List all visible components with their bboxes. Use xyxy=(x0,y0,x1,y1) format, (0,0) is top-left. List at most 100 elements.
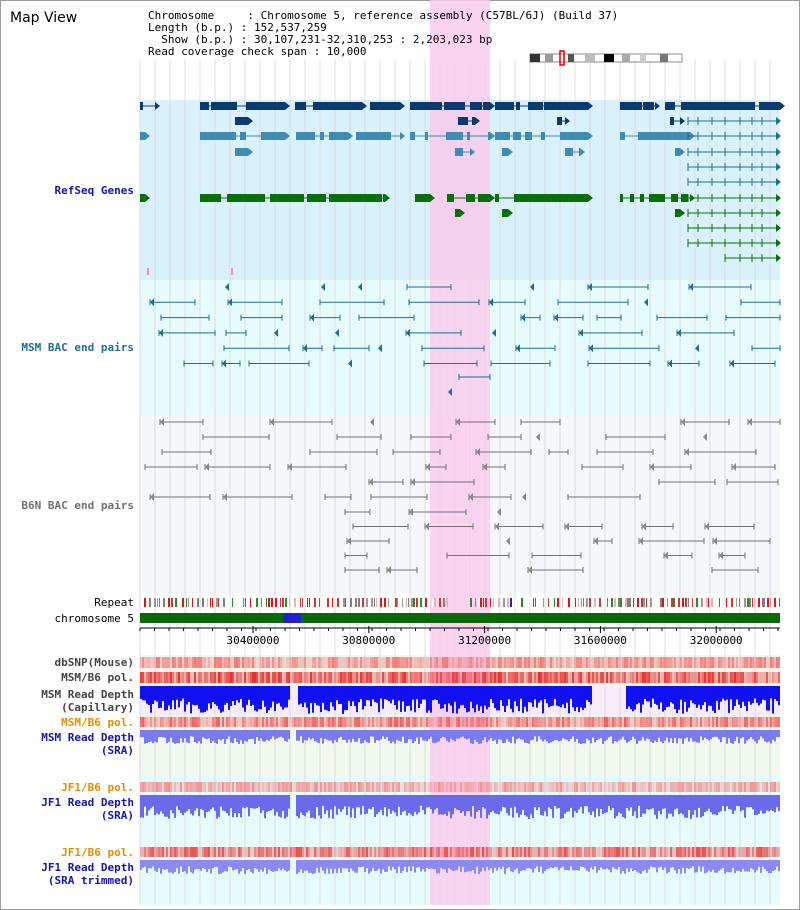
polymorphism-heat-cell xyxy=(162,717,164,727)
read-depth-bar xyxy=(154,686,156,701)
polymorphism-heat-cell xyxy=(180,717,182,727)
polymorphism-heat-cell xyxy=(264,847,266,857)
read-depth-bar xyxy=(364,795,366,815)
polymorphism-heat-cell xyxy=(308,672,310,683)
read-depth-bar xyxy=(262,730,264,742)
polymorphism-heat-cell xyxy=(714,847,716,857)
polymorphism-heat-cell xyxy=(346,657,348,668)
bac-end-arrow xyxy=(348,359,352,368)
repeat-mark xyxy=(503,598,505,607)
repeat-mark xyxy=(611,598,613,607)
polymorphism-heat-cell xyxy=(382,657,384,668)
polymorphism-heat-cell xyxy=(536,672,538,683)
read-depth-bar xyxy=(738,686,740,705)
read-depth-bar xyxy=(200,860,202,871)
read-depth-bar xyxy=(374,795,376,817)
polymorphism-heat-cell xyxy=(188,657,190,668)
read-depth-bar xyxy=(334,795,336,807)
gene-exon xyxy=(630,194,634,202)
read-depth-bar xyxy=(666,730,668,738)
polymorphism-heat-cell xyxy=(402,657,404,668)
read-depth-bar xyxy=(168,860,170,873)
read-depth-bar xyxy=(600,795,602,809)
repeat-mark xyxy=(192,598,193,607)
bac-end-arrow xyxy=(705,522,709,531)
polymorphism-heat-cell xyxy=(282,672,284,683)
polymorphism-heat-cell xyxy=(316,657,318,668)
read-depth-bar xyxy=(644,860,646,870)
track-label-msm-bac[interactable]: MSM BAC end pairs xyxy=(21,341,134,354)
read-depth-bar xyxy=(526,730,528,743)
polymorphism-heat-cell xyxy=(710,782,712,792)
read-depth-bar xyxy=(722,860,724,868)
read-depth-bar xyxy=(678,730,680,739)
track-label-b6n-bac[interactable]: B6N BAC end pairs xyxy=(21,499,134,512)
track-label-refseq[interactable]: RefSeq Genes xyxy=(54,184,134,197)
read-depth-bar xyxy=(446,795,448,816)
read-depth-bar xyxy=(642,795,644,814)
polymorphism-heat-cell xyxy=(230,782,232,792)
gene-exon xyxy=(383,194,385,202)
read-depth-bar xyxy=(278,860,280,869)
polymorphism-heat-cell xyxy=(736,672,738,683)
polymorphism-heat-cell xyxy=(612,847,614,857)
polymorphism-heat-cell xyxy=(496,847,498,857)
polymorphism-heat-cell xyxy=(346,672,348,683)
polymorphism-heat-cell xyxy=(456,672,458,683)
polymorphism-heat-cell xyxy=(700,847,702,857)
polymorphism-heat-cell xyxy=(466,847,468,857)
read-depth-bar xyxy=(462,730,464,737)
polymorphism-heat-cell xyxy=(732,782,734,792)
read-depth-bar xyxy=(420,686,422,704)
polymorphism-heat-cell xyxy=(656,782,658,792)
polymorphism-heat-cell xyxy=(256,672,258,683)
polymorphism-heat-cell xyxy=(256,782,258,792)
polymorphism-heat-cell xyxy=(234,782,236,792)
read-depth-bar xyxy=(334,686,336,711)
polymorphism-heat-cell xyxy=(434,782,436,792)
read-depth-bar xyxy=(338,686,340,705)
read-depth-bar xyxy=(676,860,678,874)
repeat-mark xyxy=(188,598,189,607)
polymorphism-heat-cell xyxy=(754,672,756,683)
polymorphism-heat-cell xyxy=(192,847,194,857)
polymorphism-heat-cell xyxy=(438,847,440,857)
polymorphism-heat-cell xyxy=(622,672,624,683)
polymorphism-heat-cell xyxy=(392,657,394,668)
gene-exon xyxy=(640,194,644,202)
read-depth-bar xyxy=(200,730,202,744)
polymorphism-heat-cell xyxy=(692,657,694,668)
read-depth-bar xyxy=(436,730,438,743)
bac-end-arrow xyxy=(677,328,681,337)
read-depth-bar xyxy=(378,686,380,713)
read-depth-bar xyxy=(602,795,604,814)
polymorphism-heat-cell xyxy=(144,717,146,727)
polymorphism-heat-cell xyxy=(596,717,598,727)
polymorphism-heat-cell xyxy=(164,847,166,857)
polymorphism-heat-cell xyxy=(686,717,688,727)
read-depth-bar xyxy=(482,686,484,713)
read-depth-bar xyxy=(162,795,164,814)
read-depth-bar xyxy=(182,795,184,816)
polymorphism-heat-cell xyxy=(634,782,636,792)
polymorphism-heat-cell xyxy=(326,847,328,857)
polymorphism-heat-cell xyxy=(160,717,162,727)
read-depth-bar xyxy=(268,860,270,870)
polymorphism-heat-cell xyxy=(232,717,234,727)
polymorphism-heat-cell xyxy=(208,847,210,857)
read-depth-bar xyxy=(192,730,194,737)
gene-strand-arrow xyxy=(580,148,585,156)
repeat-mark xyxy=(744,598,746,607)
read-depth-bar xyxy=(570,686,572,699)
polymorphism-heat-cell xyxy=(696,657,698,668)
polymorphism-heat-cell xyxy=(700,782,702,792)
polymorphism-heat-cell xyxy=(624,847,626,857)
read-depth-bar xyxy=(386,730,388,737)
polymorphism-heat-cell xyxy=(670,717,672,727)
read-depth-bar xyxy=(578,686,580,713)
read-depth-bar xyxy=(768,730,770,742)
repeat-mark xyxy=(197,598,199,607)
read-depth-bar xyxy=(306,860,308,871)
polymorphism-heat-cell xyxy=(664,717,666,727)
